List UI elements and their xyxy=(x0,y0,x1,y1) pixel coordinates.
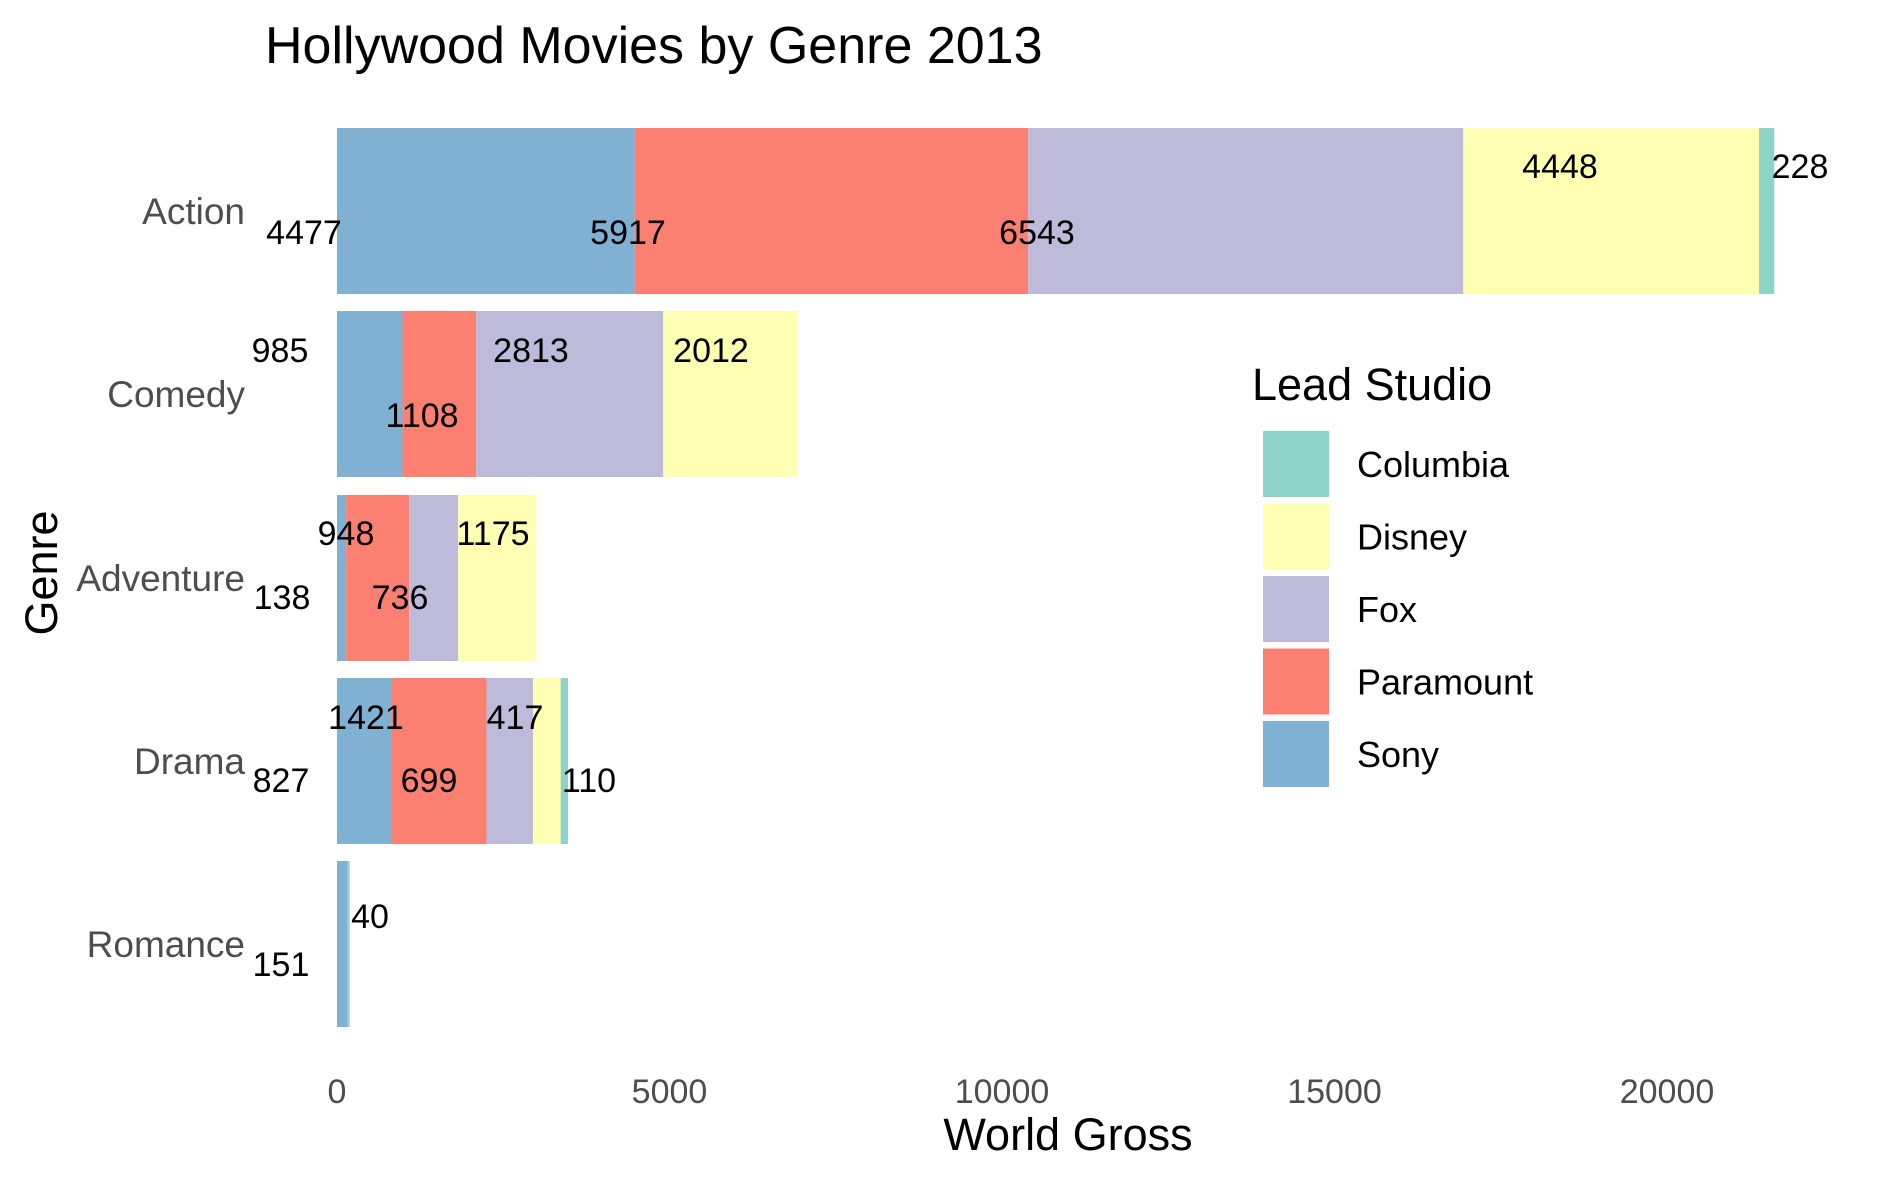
data-label-action-paramount: 5917 xyxy=(590,214,666,252)
data-label-adventure-fox: 736 xyxy=(372,579,429,617)
data-label-romance-sony: 151 xyxy=(253,946,310,984)
data-label-comedy-disney: 2012 xyxy=(673,332,749,370)
data-label-romance-columbia: 40 xyxy=(351,898,389,936)
legend-label-sony: Sony xyxy=(1357,734,1439,775)
data-label-drama-disney: 417 xyxy=(487,699,544,737)
bar-adventure-disney xyxy=(458,495,537,661)
legend-key-columbia xyxy=(1263,431,1329,497)
data-label-comedy-paramount: 1108 xyxy=(385,397,458,435)
data-label-action-sony: 4477 xyxy=(266,214,342,252)
bar-adventure-fox xyxy=(409,495,459,661)
x-tick-label-0: 0 xyxy=(328,1073,347,1111)
bar-action-sony xyxy=(337,128,635,294)
data-label-action-fox: 6543 xyxy=(999,214,1075,252)
data-label-drama-sony: 827 xyxy=(253,762,310,800)
bar-drama-columbia xyxy=(560,678,569,844)
y-tick-label-adventure: Adventure xyxy=(76,558,245,599)
bar-romance-sony xyxy=(337,861,348,1027)
data-label-drama-fox: 699 xyxy=(401,762,458,800)
legend-label-paramount: Paramount xyxy=(1357,662,1533,703)
data-label-adventure-disney: 1175 xyxy=(456,515,529,553)
bar-drama-sony xyxy=(337,678,392,844)
legend-label-columbia: Columbia xyxy=(1357,444,1510,485)
legend-key-disney xyxy=(1263,503,1329,570)
bar-comedy-fox xyxy=(476,311,664,477)
bar-action-columbia xyxy=(1759,128,1775,294)
data-label-action-disney: 4448 xyxy=(1522,148,1598,186)
legend-entries: Columbia Disney Fox Paramount Sony xyxy=(1263,431,1533,787)
y-tick-label-comedy: Comedy xyxy=(107,374,245,415)
legend-key-paramount xyxy=(1263,648,1329,715)
bar-adventure-paramount xyxy=(346,495,410,661)
legend-key-sony xyxy=(1263,721,1329,787)
bar-comedy-sony xyxy=(337,311,403,477)
x-tick-label-20000: 20000 xyxy=(1620,1073,1715,1111)
data-label-adventure-sony: 138 xyxy=(254,579,311,617)
bar-romance-columbia xyxy=(347,861,350,1027)
bar-action-fox xyxy=(1028,128,1464,294)
genre-labels-layer: Action Comedy Adventure Drama Romance xyxy=(76,191,245,965)
data-label-adventure-paramount: 948 xyxy=(318,515,375,553)
x-tick-label-10000: 10000 xyxy=(955,1073,1050,1111)
x-tick-label-15000: 15000 xyxy=(1287,1073,1382,1111)
bar-action-disney xyxy=(1463,128,1760,294)
x-axis-title: World Gross xyxy=(943,1109,1192,1160)
y-tick-label-drama: Drama xyxy=(134,741,245,782)
legend-key-fox xyxy=(1263,576,1329,642)
bar-labels-layer: 4477 5917 6543 4448 228 985 1108 2813 2012 138948… xyxy=(252,148,1829,984)
bar-drama-fox xyxy=(486,678,533,844)
x-tick-label-5000: 5000 xyxy=(632,1073,708,1111)
y-tick-label-action: Action xyxy=(142,191,245,232)
bar-comedy-paramount xyxy=(402,311,477,477)
y-tick-label-romance: Romance xyxy=(87,924,245,965)
legend: Lead Studio Columbia Disney Fox Paramount So… xyxy=(1252,359,1533,787)
data-label-drama-paramount: 1421 xyxy=(328,699,404,737)
data-label-action-columbia: 228 xyxy=(1772,148,1829,186)
x-ticks-layer: 0 5000 10000 15000 20000 xyxy=(328,1073,1715,1111)
data-label-comedy-sony: 985 xyxy=(252,332,309,370)
bar-adventure-sony xyxy=(337,495,347,661)
bars-layer xyxy=(337,128,1775,1027)
y-axis-title: Genre xyxy=(16,510,67,635)
bar-comedy-disney xyxy=(663,311,798,477)
bar-action-paramount xyxy=(634,128,1029,294)
legend-label-disney: Disney xyxy=(1357,517,1467,558)
data-label-comedy-fox: 2813 xyxy=(493,332,569,370)
legend-title: Lead Studio xyxy=(1252,359,1492,410)
bar-drama-disney xyxy=(532,678,561,844)
chart-title: Hollywood Movies by Genre 2013 xyxy=(265,17,1043,75)
legend-label-fox: Fox xyxy=(1357,589,1417,630)
data-label-drama-columbia: 110 xyxy=(562,762,616,800)
bar-drama-paramount xyxy=(391,678,487,844)
